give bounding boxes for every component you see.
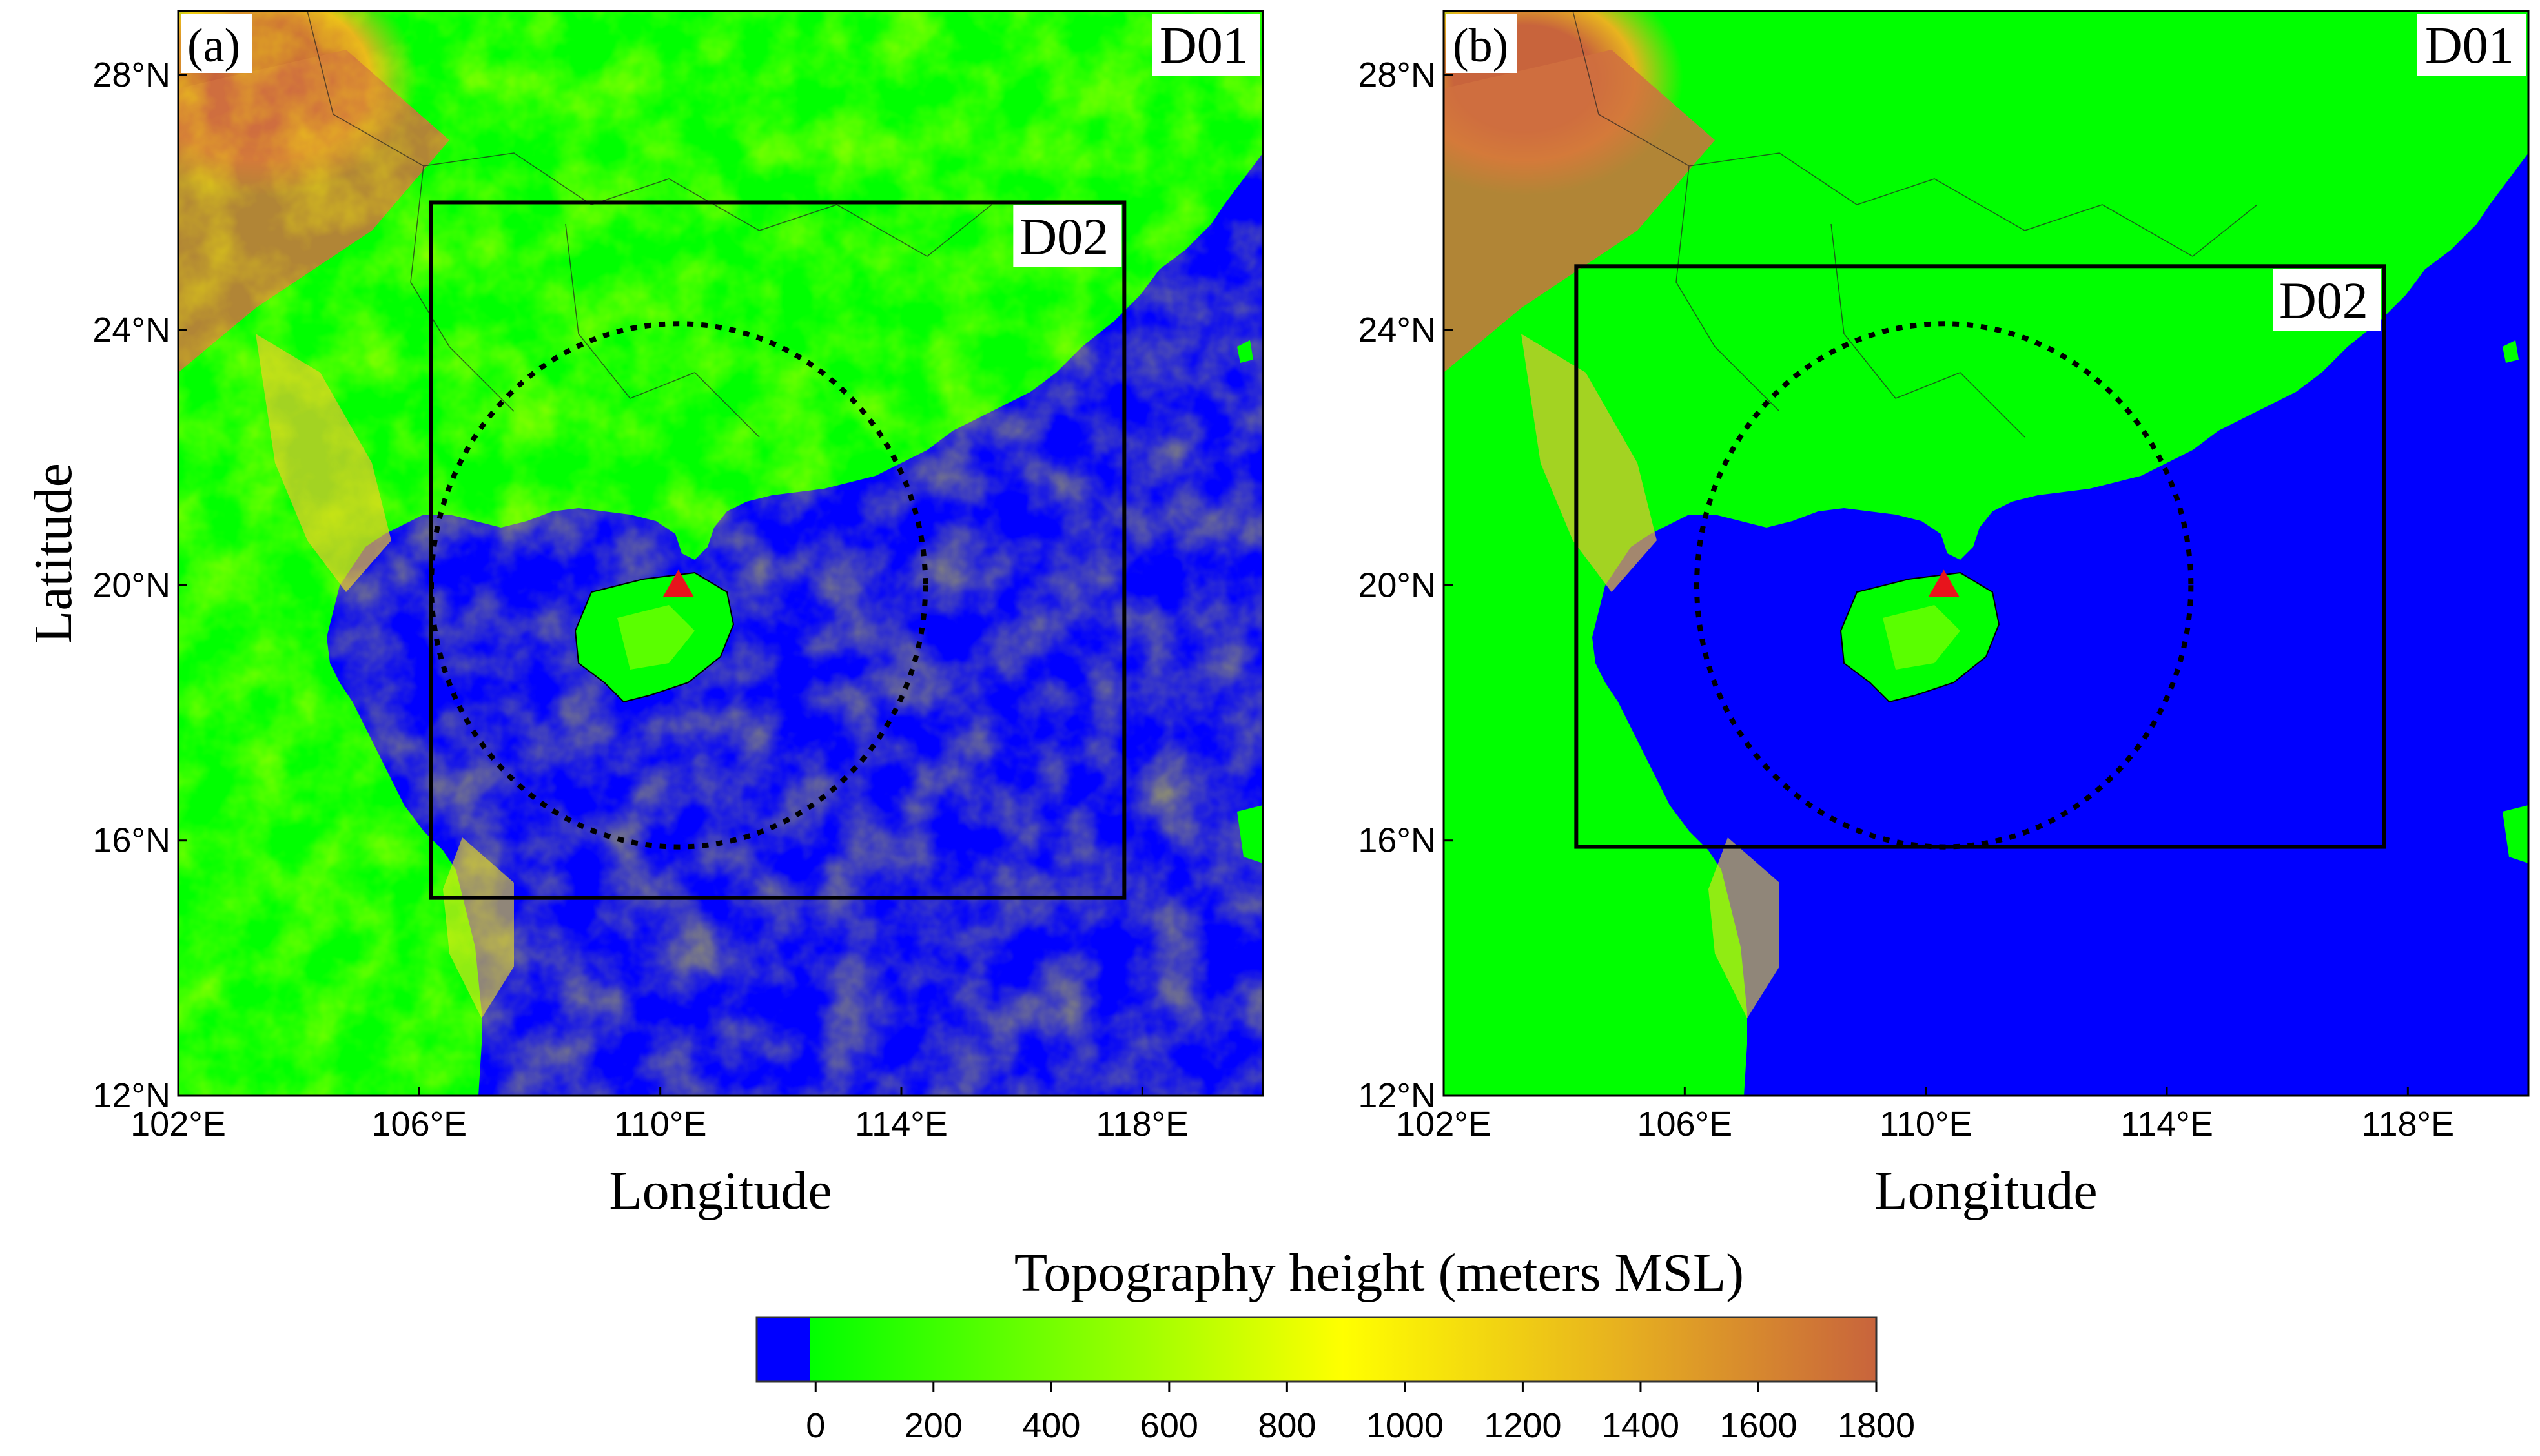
y-tick-label: 12°N [1358, 1076, 1436, 1115]
d01-label: D01 [1160, 17, 1249, 74]
panel-a: (a) D01 D02 102°E 106°E 110°E 114°E 118°E 28°… [92, 10, 1264, 1143]
station-marker-icon [662, 569, 694, 597]
colorbar-tick-label: 600 [1140, 1406, 1198, 1445]
y-tick-label: 12°N [92, 1076, 170, 1115]
x-tick-label: 106°E [371, 1105, 467, 1143]
y-tick-label: 16°N [92, 821, 170, 860]
d02-box [1574, 264, 2386, 849]
province-borders [1572, 10, 2258, 438]
d01-label: D01 [2425, 17, 2514, 74]
d01-label-bg [2417, 14, 2526, 76]
y-tick-label: 16°N [1358, 821, 1436, 860]
y-tick-label: 24°N [92, 311, 170, 349]
x-tick-label: 114°E [855, 1105, 948, 1143]
terrain-texture [178, 11, 1263, 1096]
map-frame [177, 10, 1264, 1097]
colorbar-tick-label: 1400 [1602, 1406, 1679, 1445]
x-tick-label: 114°E [2120, 1105, 2213, 1143]
colorbar-title: Topography height (meters MSL) [1014, 1243, 1744, 1303]
plateau-area [1444, 50, 1715, 373]
radius-circle [429, 321, 928, 850]
colorbar: 0 200 400 600 800 1000 1200 1400 1600 1800 [755, 1316, 1915, 1445]
island-east [1237, 805, 1263, 863]
ridge-area [1521, 334, 1657, 592]
colorbar-gradient [810, 1317, 1876, 1382]
d02-box [429, 200, 1127, 900]
island-east [2503, 805, 2528, 863]
x-axis-label: Longitude [609, 1161, 832, 1221]
d02-label: D02 [1019, 209, 1109, 265]
axis-ticks: 102°E 106°E 110°E 114°E 118°E 28°N 24°N 20°N 16°… [92, 56, 1189, 1143]
colorbar-tick-label: 0 [806, 1406, 825, 1445]
hainan-highland [617, 605, 695, 670]
d02-label: D02 [2279, 272, 2368, 329]
panel-b: (b) D01 D02 102°E 106°E 110°E 114°E 118°E 28°… [1358, 10, 2530, 1143]
radius-circle [1694, 321, 2194, 850]
y-tick-label: 24°N [1358, 311, 1436, 349]
y-tick-label: 28°N [1358, 56, 1436, 94]
x-axis-label: Longitude [1874, 1161, 2097, 1221]
x-tick-label: 110°E [1879, 1105, 1972, 1143]
y-tick-label: 20°N [92, 566, 170, 604]
y-tick-label: 20°N [1358, 566, 1436, 604]
colorbar-ticks: 0 200 400 600 800 1000 1200 1400 1600 1800 [806, 1382, 1915, 1445]
colorbar-tick-label: 1800 [1838, 1406, 1915, 1445]
station-marker-icon [1928, 569, 1960, 597]
colorbar-tick-label: 1200 [1484, 1406, 1561, 1445]
island-taiwan-edge [1237, 340, 1253, 363]
x-tick-label: 102°E [1396, 1105, 1491, 1143]
colorbar-tick-label: 1600 [1719, 1406, 1797, 1445]
x-tick-label: 102°E [130, 1105, 226, 1143]
colorbar-tick-label: 200 [905, 1406, 963, 1445]
y-tick-label: 28°N [92, 56, 170, 94]
x-tick-label: 118°E [2361, 1105, 2454, 1143]
x-tick-label: 118°E [1096, 1105, 1189, 1143]
ridge-area-south [1708, 837, 1779, 1018]
hainan-highland [1883, 605, 1960, 670]
island-taiwan-edge [2503, 340, 2519, 363]
x-tick-label: 106°E [1637, 1105, 1732, 1143]
d02-label-bg [2273, 269, 2381, 331]
axis-ticks: 102°E 106°E 110°E 114°E 118°E 28°N 24°N 20°N 16°… [1358, 56, 2454, 1143]
d02-label-bg [1013, 205, 1122, 267]
colorbar-tick-label: 1000 [1366, 1406, 1444, 1445]
colorbar-tick-label: 800 [1258, 1406, 1316, 1445]
colorbar-tick-label: 400 [1022, 1406, 1080, 1445]
panel-label-bg [181, 14, 252, 73]
panel-label: (a) [187, 19, 240, 72]
x-tick-label: 110°E [614, 1105, 707, 1143]
map-frame [1442, 10, 2530, 1097]
panel-label: (b) [1453, 19, 1508, 72]
d01-label-bg [1152, 14, 1260, 76]
colorbar-water-segment [757, 1317, 810, 1382]
colorbar-frame [755, 1316, 1878, 1383]
panel-label-bg [1446, 14, 1517, 73]
y-axis-label: Latitude [23, 463, 83, 644]
